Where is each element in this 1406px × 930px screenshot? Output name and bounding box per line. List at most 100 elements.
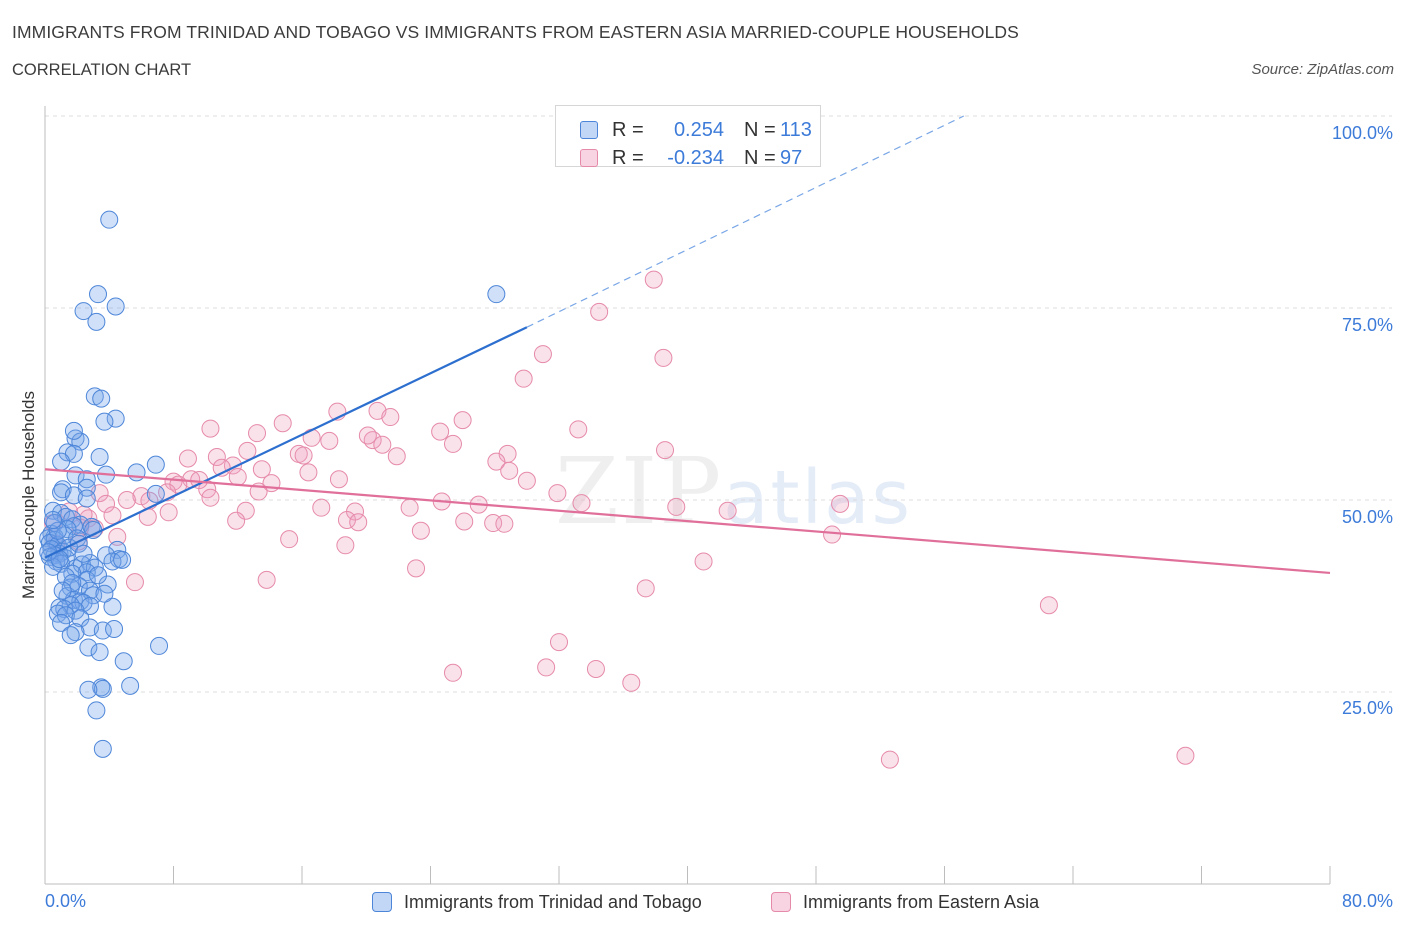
data-point-eastern-asia: [178, 449, 197, 468]
data-point-trinidad: [146, 484, 165, 503]
data-point-eastern-asia: [656, 441, 675, 460]
data-point-eastern-asia: [1176, 746, 1195, 765]
data-point-trinidad: [80, 596, 99, 615]
data-point-eastern-asia: [257, 570, 276, 589]
data-point-trinidad: [74, 302, 93, 321]
data-point-trinidad: [90, 447, 109, 466]
data-point-eastern-asia: [125, 573, 144, 592]
data-point-eastern-asia: [164, 472, 183, 491]
data-point-trinidad: [108, 540, 127, 559]
data-point-eastern-asia: [236, 501, 255, 520]
data-point-trinidad: [95, 412, 114, 431]
series1-r-value: 0.254: [673, 118, 724, 141]
data-point-trinidad: [95, 584, 114, 603]
data-point-eastern-asia: [654, 348, 673, 367]
r-label: R =: [612, 146, 644, 169]
legend-item-series2[interactable]: Immigrants from Eastern Asia: [771, 890, 1039, 914]
data-point-trinidad: [58, 443, 77, 462]
y-tick-label-75: 75.0%: [1341, 315, 1393, 335]
data-point-trinidad: [93, 679, 112, 698]
legend-label-series2: Immigrants from Eastern Asia: [803, 891, 1040, 912]
grid: [45, 115, 1392, 693]
data-point-eastern-asia: [636, 579, 655, 598]
data-point-eastern-asia: [487, 452, 506, 471]
data-point-trinidad: [66, 623, 85, 642]
data-point-eastern-asia: [349, 513, 368, 532]
data-point-trinidad: [84, 520, 103, 539]
data-point-trinidad: [146, 455, 165, 474]
n-label: N =: [744, 118, 776, 141]
chart-subtitle: CORRELATION CHART: [12, 61, 192, 79]
data-point-eastern-asia: [159, 503, 178, 522]
legend-item-series1[interactable]: Immigrants from Trinidad and Tobago: [372, 890, 702, 914]
data-point-trinidad: [92, 389, 111, 408]
series2-r-value: -0.234: [667, 146, 724, 169]
stats-row-series1: R = 0.254 N = 113: [580, 116, 812, 144]
data-point-eastern-asia: [667, 497, 686, 516]
data-point-eastern-asia: [880, 750, 899, 769]
data-point-eastern-asia: [694, 552, 713, 571]
data-point-eastern-asia: [337, 510, 356, 529]
data-point-eastern-asia: [453, 411, 472, 430]
data-point-trinidad: [105, 620, 124, 639]
axes: [44, 106, 1331, 885]
data-point-eastern-asia: [443, 434, 462, 453]
data-point-eastern-asia: [400, 498, 419, 517]
data-point-eastern-asia: [207, 447, 226, 466]
data-point-eastern-asia: [586, 659, 605, 678]
data-point-eastern-asia: [590, 302, 609, 321]
data-point-eastern-asia: [103, 506, 122, 525]
data-point-trinidad: [106, 409, 125, 428]
data-point-eastern-asia: [495, 514, 514, 533]
data-point-eastern-asia: [117, 491, 136, 509]
r-label: R =: [612, 118, 644, 141]
data-point-eastern-asia: [201, 488, 220, 507]
data-point-trinidad: [103, 552, 122, 571]
data-point-eastern-asia: [358, 426, 377, 445]
data-point-eastern-asia: [443, 663, 462, 682]
data-point-eastern-asia: [329, 470, 348, 489]
data-point-eastern-asia: [228, 467, 247, 486]
y-tick-label-25: 25.0%: [1341, 698, 1393, 718]
data-point-trinidad: [44, 510, 63, 529]
data-point-trinidad: [89, 566, 108, 585]
data-point-eastern-asia: [280, 530, 299, 549]
data-point-eastern-asia: [431, 422, 450, 441]
legend-swatch-series1: [372, 892, 392, 912]
data-point-trinidad: [90, 643, 109, 662]
data-point-eastern-asia: [294, 446, 313, 465]
source-label: Source: ZipAtlas.com: [1251, 61, 1394, 78]
data-point-eastern-asia: [572, 494, 591, 513]
data-point-trinidad: [103, 597, 122, 616]
data-point-trinidad: [89, 285, 108, 304]
data-point-eastern-asia: [514, 369, 533, 388]
data-point-trinidad: [150, 636, 169, 655]
data-point-eastern-asia: [252, 460, 271, 479]
x-tick-label-max: 80.0%: [1341, 891, 1393, 911]
trend-line-eastern-asia: [44, 468, 1331, 575]
data-point-eastern-asia: [373, 435, 392, 454]
data-point-trinidad: [487, 285, 506, 304]
series1-n-value: 113: [780, 118, 812, 141]
data-point-eastern-asia: [622, 673, 641, 692]
data-point-trinidad: [55, 600, 74, 619]
data-point-eastern-asia: [320, 431, 339, 450]
data-point-eastern-asia: [644, 270, 663, 289]
n-label: N =: [744, 146, 776, 169]
data-point-eastern-asia: [238, 441, 257, 460]
y-tick-label-100: 100.0%: [1331, 123, 1393, 143]
data-point-trinidad: [114, 652, 133, 671]
series2-n-value: 97: [780, 146, 803, 169]
data-point-trinidad: [74, 544, 93, 563]
data-point-trinidad: [64, 421, 83, 440]
data-point-trinidad: [61, 626, 80, 645]
chart-title: IMMIGRANTS FROM TRINIDAD AND TOBAGO VS I…: [12, 22, 1019, 42]
data-point-eastern-asia: [718, 501, 737, 520]
series-trinidad-points: [39, 210, 506, 758]
data-point-eastern-asia: [548, 484, 567, 503]
stats-row-series2: R = -0.234 N = 97: [580, 144, 802, 172]
data-point-eastern-asia: [108, 527, 127, 546]
data-point-trinidad: [79, 680, 98, 699]
y-axis-title: Married-couple Households: [19, 391, 38, 599]
data-point-trinidad: [93, 621, 112, 640]
